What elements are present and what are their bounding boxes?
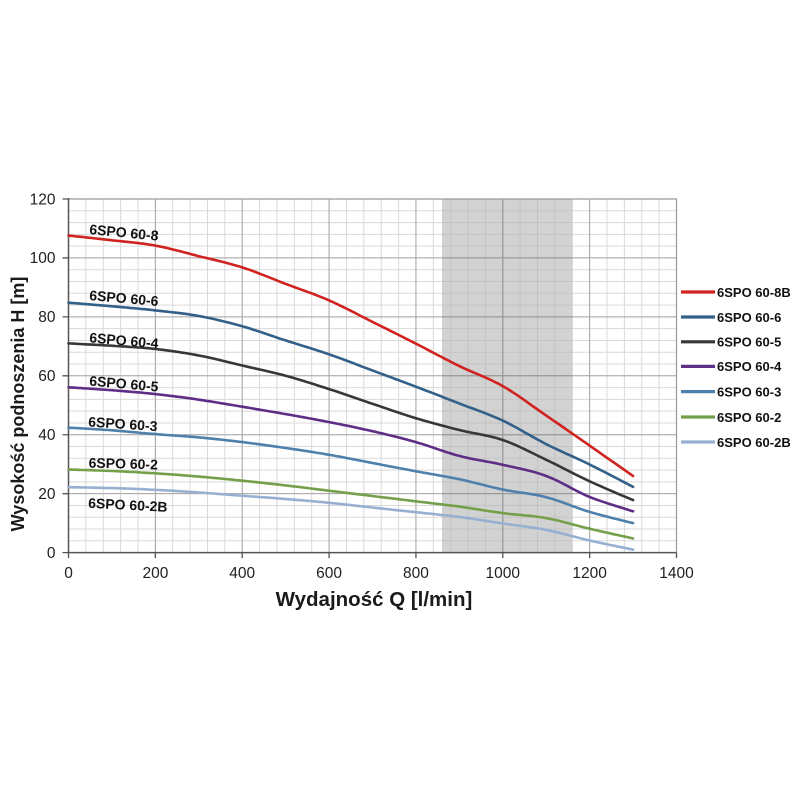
svg-text:6SPO 60-4: 6SPO 60-4 [89,329,160,351]
svg-text:Wydajność Q [l/min]: Wydajność Q [l/min] [276,588,473,611]
svg-text:1400: 1400 [659,565,694,582]
svg-text:6SPO 60-8: 6SPO 60-8 [89,221,160,244]
svg-text:120: 120 [30,191,56,208]
svg-text:6SPO 60-3: 6SPO 60-3 [88,414,158,435]
svg-text:40: 40 [38,427,56,444]
svg-text:800: 800 [403,565,429,582]
svg-text:6SPO 60-8B: 6SPO 60-8B [717,285,791,300]
svg-text:Wysokość podnoszenia H [m]: Wysokość podnoszenia H [m] [8,277,28,532]
svg-text:6SPO 60-2: 6SPO 60-2 [88,455,158,473]
svg-text:6SPO 60-2B: 6SPO 60-2B [717,435,791,450]
svg-text:1000: 1000 [486,565,521,582]
svg-text:6SPO 60-2B: 6SPO 60-2B [88,495,168,515]
svg-text:1200: 1200 [572,565,607,582]
svg-text:6SPO 60-2: 6SPO 60-2 [717,410,781,425]
svg-text:100: 100 [30,250,56,267]
svg-text:6SPO 60-3: 6SPO 60-3 [717,384,781,399]
svg-text:80: 80 [38,309,56,326]
svg-text:6SPO 60-6: 6SPO 60-6 [717,310,781,325]
svg-text:6SPO 60-4: 6SPO 60-4 [717,359,782,374]
svg-text:6SPO 60-5: 6SPO 60-5 [89,373,160,395]
svg-text:600: 600 [316,565,342,582]
svg-text:0: 0 [64,565,73,582]
svg-text:6SPO 60-5: 6SPO 60-5 [717,335,781,350]
svg-text:400: 400 [229,565,255,582]
svg-text:60: 60 [38,368,56,385]
svg-text:6SPO 60-6: 6SPO 60-6 [89,287,160,309]
svg-text:0: 0 [47,545,56,562]
svg-text:200: 200 [142,565,168,582]
svg-text:20: 20 [38,486,56,503]
